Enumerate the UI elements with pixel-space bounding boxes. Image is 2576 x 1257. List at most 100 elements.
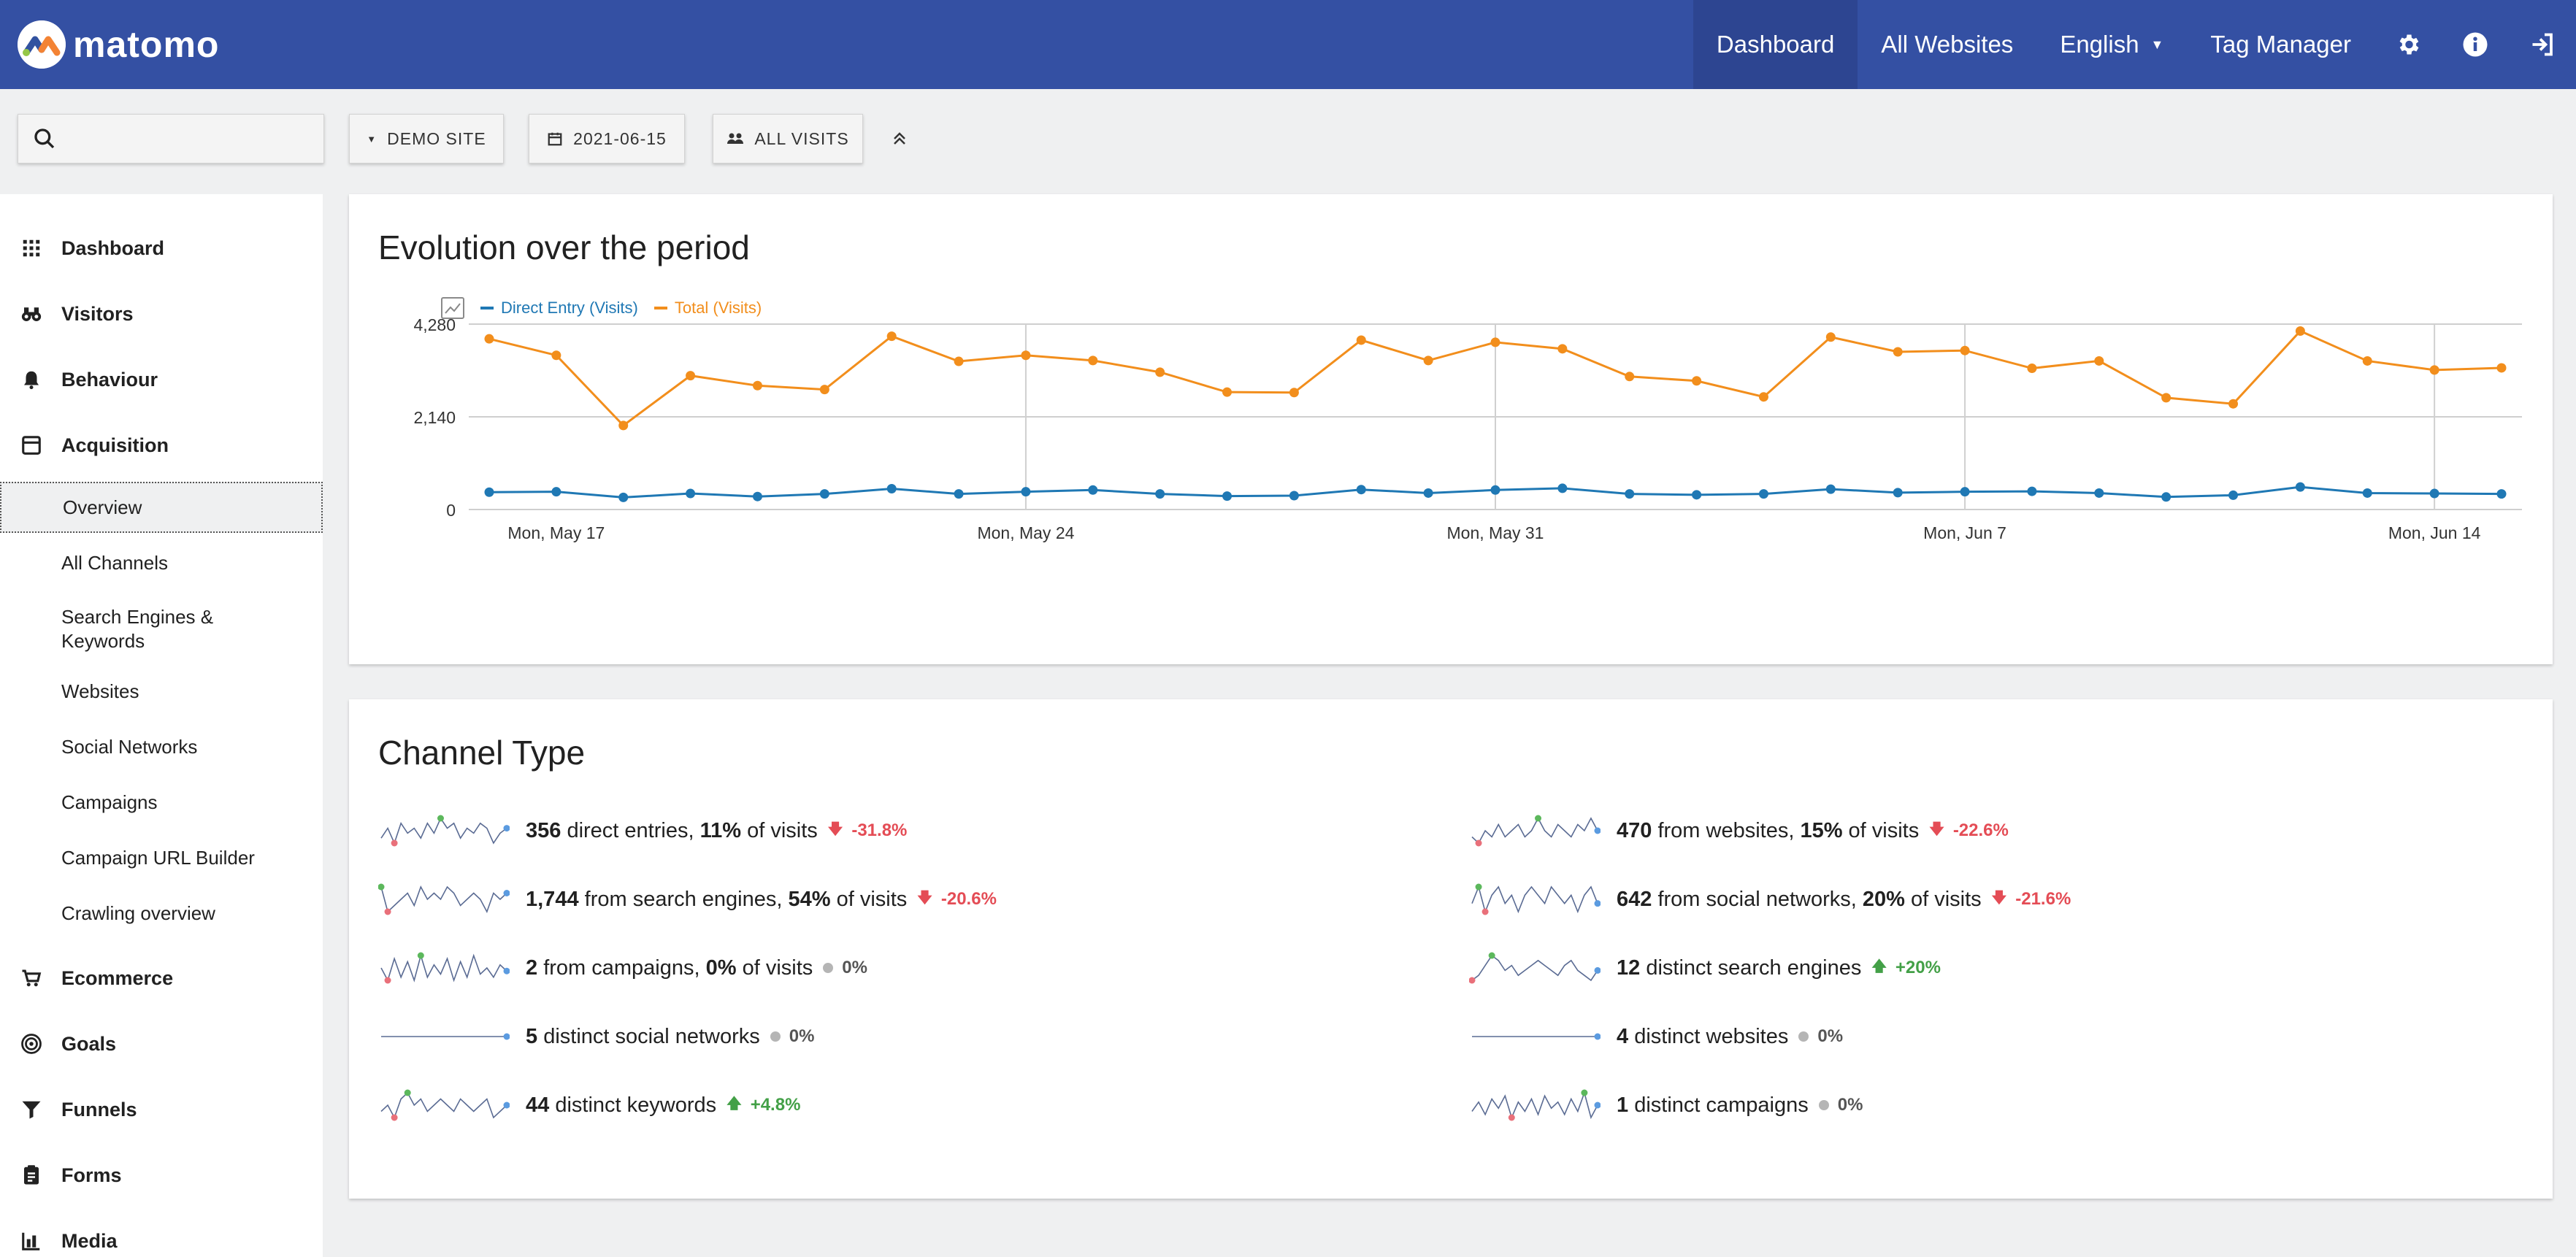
metric-suffix: of visits	[741, 818, 818, 842]
channel-row-right[interactable]: 12 distinct search engines 🡅 +20%	[1469, 952, 1941, 984]
menu-visitors[interactable]: Visitors	[0, 291, 323, 337]
menu-all-channels[interactable]: All Channels	[0, 537, 323, 588]
metric-label: from websites,	[1652, 818, 1801, 842]
data-point	[2027, 364, 2037, 374]
cart-icon	[22, 969, 42, 987]
menu-item-label: Websites	[61, 680, 139, 702]
menu-behaviour[interactable]: Behaviour	[0, 356, 323, 403]
data-point	[1893, 347, 1903, 357]
date-selector[interactable]: 2021-06-15	[529, 114, 685, 164]
channel-row-left[interactable]: 356 direct entries, 11% of visits 🡇 -31.8%	[378, 815, 907, 847]
channel-metric-text: 5 distinct social networks	[526, 1025, 760, 1049]
menu-ecommerce[interactable]: Ecommerce	[0, 955, 323, 1002]
legend-direct-entry[interactable]: Direct Entry (Visits)	[480, 299, 638, 318]
channel-row-right[interactable]: 642 from social networks, 20% of visits 🡇…	[1469, 883, 2071, 915]
help-button[interactable]	[2442, 0, 2509, 89]
metric-percent: 15%	[1800, 818, 1843, 842]
collapse-header-button[interactable]	[885, 124, 914, 153]
menu-websites[interactable]: Websites	[0, 666, 323, 717]
metric-percent: 0%	[705, 956, 737, 980]
chart-type-icon[interactable]	[441, 297, 464, 319]
data-point	[484, 334, 494, 344]
nav-all-websites[interactable]: All Websites	[1881, 31, 2014, 58]
x-tick-label: Mon, May 17	[507, 523, 605, 542]
menu-social-networks[interactable]: Social Networks	[0, 721, 323, 772]
nav-dashboard[interactable]: Dashboard	[1693, 0, 1858, 89]
menu-forms-label: Forms	[61, 1164, 122, 1186]
evolution-chart[interactable]: 0 2,140 4,280 Mon, May 17 Mon, May 24 Mon, Ma…	[349, 194, 2553, 664]
nav-language[interactable]: English ▼	[2036, 0, 2187, 89]
data-point	[1960, 345, 1970, 355]
channel-row-left[interactable]: 5 distinct social networks 0%	[378, 1022, 814, 1051]
data-point	[954, 489, 964, 499]
channel-row-left[interactable]: 2 from campaigns, 0% of visits 0%	[378, 952, 867, 984]
menu-campaigns[interactable]: Campaigns	[0, 777, 323, 828]
menu-forms[interactable]: Forms	[0, 1152, 323, 1199]
menu-ecommerce-label: Ecommerce	[61, 966, 174, 989]
site-selector[interactable]: ▼ DEMO SITE	[349, 114, 504, 164]
channel-type-widget: Channel Type 356 direct entries, 11% of …	[349, 699, 2553, 1199]
data-point	[484, 487, 494, 497]
channel-metric-text: 1 distinct campaigns	[1617, 1093, 1809, 1118]
arrow-down-icon: 🡇	[1991, 890, 2007, 906]
target-icon	[21, 1034, 42, 1054]
metric-suffix: of visits	[1904, 887, 1982, 911]
menu-crawling-overview[interactable]: Crawling overview	[0, 888, 323, 939]
channel-metric-text: 44 distinct keywords	[526, 1093, 716, 1118]
matomo-logo-icon	[18, 20, 66, 69]
menu-acquisition-overview[interactable]: Overview	[0, 482, 323, 533]
date-selector-label: 2021-06-15	[573, 128, 667, 148]
menu-funnels[interactable]: Funnels	[0, 1086, 323, 1133]
menu-media[interactable]: Media	[0, 1218, 323, 1257]
menu-dashboard[interactable]: Dashboard	[0, 225, 323, 272]
nav-tag-manager[interactable]: Tag Manager	[2210, 31, 2351, 58]
metric-delta-value: 0%	[789, 1026, 815, 1046]
menu-acquisition[interactable]: Acquisition	[0, 422, 323, 469]
data-point	[819, 489, 829, 499]
channel-row-right[interactable]: 1 distinct campaigns 0%	[1469, 1089, 1863, 1121]
sign-out-button[interactable]	[2509, 0, 2576, 89]
sidebar-menu: Dashboard Visitors Behaviour Acquisition…	[0, 194, 323, 1257]
legend-total[interactable]: Total (Visits)	[653, 299, 762, 318]
sparkline	[380, 815, 510, 847]
segment-selector[interactable]: ALL VISITS	[713, 114, 863, 164]
calendar-icon	[548, 132, 562, 146]
legend-swatch	[480, 307, 494, 310]
menu-dashboard-label: Dashboard	[61, 237, 165, 259]
window-icon	[22, 436, 41, 455]
metric-delta: 🡇 -20.6%	[917, 887, 997, 912]
data-point	[1692, 490, 1702, 500]
channel-metric-text: 2 from campaigns, 0% of visits	[526, 956, 813, 980]
data-point	[1088, 355, 1098, 366]
channel-row-right[interactable]: 4 distinct websites 0%	[1469, 1022, 1843, 1051]
admin-button[interactable]	[2374, 0, 2442, 89]
arrow-up-icon: 🡅	[727, 1096, 742, 1112]
arrow-down-icon: 🡇	[827, 821, 843, 837]
neutral-dot-icon	[770, 1031, 781, 1042]
search-input[interactable]	[66, 120, 315, 157]
sparkline	[1471, 883, 1601, 915]
data-point	[1021, 487, 1031, 497]
channel-metric-text: 642 from social networks, 20% of visits	[1617, 888, 1982, 912]
channel-row-left[interactable]: 44 distinct keywords 🡅 +4.8%	[378, 1089, 801, 1121]
sparkline	[1471, 815, 1601, 847]
menu-goals[interactable]: Goals	[0, 1020, 323, 1067]
menu-search	[18, 114, 324, 164]
data-point	[2027, 486, 2037, 496]
matomo-logo[interactable]: matomo	[18, 19, 219, 70]
menu-item-label: Campaign URL Builder	[61, 846, 255, 869]
menu-campaign-url-builder[interactable]: Campaign URL Builder	[0, 832, 323, 883]
metric-label: direct entries,	[561, 818, 700, 842]
data-point	[954, 356, 964, 366]
menu-item-label: Crawling overview	[61, 902, 215, 924]
data-point	[2161, 393, 2171, 403]
metric-delta-value: 0%	[1837, 1095, 1863, 1115]
metric-value: 1	[1617, 1093, 1629, 1117]
menu-search-engines-keywords[interactable]: Search Engines & Keywords	[0, 593, 323, 666]
data-point	[1490, 337, 1500, 347]
x-tick-label: Mon, May 31	[1447, 523, 1544, 542]
metric-label: distinct campaigns	[1628, 1093, 1809, 1117]
channel-row-right[interactable]: 470 from websites, 15% of visits 🡇 -22.6%	[1469, 815, 2009, 847]
channel-row-left[interactable]: 1,744 from search engines, 54% of visits…	[378, 883, 997, 915]
metric-delta-value: +4.8%	[750, 1095, 801, 1115]
